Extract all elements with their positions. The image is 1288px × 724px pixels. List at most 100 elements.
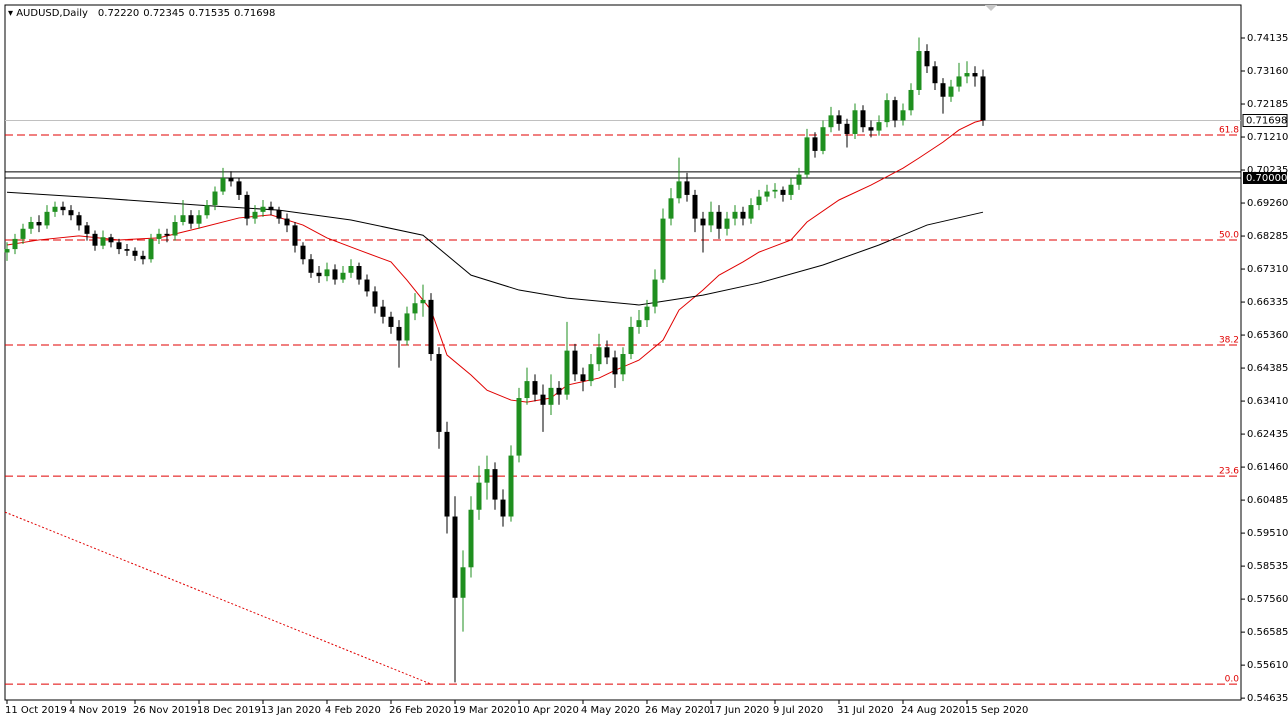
y-tick-label: 0.66335 [1247,297,1288,308]
candle-body [708,211,714,226]
y-tick-label: 0.54635 [1247,693,1288,704]
plot-frame [4,4,1242,701]
candle-body [44,211,50,226]
candle-body [220,177,226,192]
candle-body [116,242,122,250]
candle-body [620,354,626,375]
candle-body [84,225,90,234]
candle-body [4,249,10,253]
candle-body [532,381,538,395]
candle-body [684,181,690,195]
y-tick-label: 0.60485 [1247,495,1288,506]
candle-body [548,387,554,405]
candle-body [196,215,202,224]
candle-body [188,215,194,224]
candle-body [964,73,970,77]
candle-body [468,509,474,568]
candle-body [316,272,322,277]
candle-body [676,181,682,199]
candle-body [644,306,650,321]
candle-body [476,482,482,510]
candle-body [556,387,562,395]
trendline [4,511,432,685]
candle-body [636,320,642,327]
candle-body [108,237,114,243]
candle-body [204,205,210,216]
y-tick-label: 0.67310 [1247,264,1288,275]
candle-body [308,259,314,273]
candle-body [60,206,66,211]
candle-body [732,211,738,219]
x-tick-label: 13 Jan 2020 [261,705,321,716]
candle-body [524,381,530,399]
x-tick-label: 26 May 2020 [645,705,710,716]
y-tick-label: 0.55610 [1247,660,1288,671]
x-tick-label: 4 Feb 2020 [325,705,381,716]
candle-body [260,206,266,212]
candle-body [292,225,298,246]
fib-label: 50.0 [1219,230,1239,240]
candle-body [564,350,570,395]
candle-body [748,205,754,219]
candle-body [340,272,346,280]
x-tick-label: 26 Feb 2020 [389,705,451,716]
candle-body [700,218,706,226]
candle-body [692,194,698,219]
candle-body [756,196,762,206]
candle-body [780,189,786,195]
candle-body [892,100,898,121]
candle-body [284,218,290,226]
candle-body [228,177,234,182]
candle-body [76,215,82,226]
y-tick-label: 0.57560 [1247,594,1288,605]
candle-body [868,127,874,131]
candle-body [412,303,418,314]
candle-body [164,233,170,236]
candle-body [972,73,978,77]
x-tick-label: 17 Jun 2020 [709,705,769,716]
candle-body [148,238,154,260]
header-price: 0.71535 [189,8,230,19]
menu-arrow: ▾ [8,8,16,19]
y-tick-label: 0.70235 [1247,165,1288,176]
candle-body [804,137,810,175]
x-tick-label: 24 Aug 2020 [901,705,965,716]
candle-body [156,233,162,239]
candle-body [812,137,818,151]
candle-body [876,122,882,131]
candle-body [12,238,18,250]
candle-body [884,100,890,123]
candle-body [572,350,578,375]
y-tick-label: 0.72185 [1247,99,1288,110]
candle-body [612,357,618,375]
candle-body [764,191,770,197]
candle-body [388,316,394,327]
fib-label: 23.6 [1219,467,1239,477]
header-price: 0.72345 [143,8,184,19]
candle-body [460,567,466,598]
x-tick-label: 4 Nov 2019 [69,705,127,716]
price-box [1242,114,1288,128]
candle-body [428,299,434,355]
candle-body [372,291,378,307]
candle-body [828,115,834,128]
fib-label: 61.8 [1219,126,1239,136]
y-tick-label: 0.56585 [1247,627,1288,638]
candle-body [596,347,602,365]
candle-body [380,306,386,317]
candle-body [500,499,506,517]
candle-body [356,266,362,280]
candle-body [540,394,546,405]
y-tick-label: 0.63410 [1247,396,1288,407]
candle-body [772,189,778,192]
scroll-marker [985,5,997,11]
candle-body [20,228,26,239]
candle-body [516,398,522,456]
candle-body [452,516,458,598]
candle-body [364,279,370,292]
y-tick-label: 0.71210 [1247,132,1288,143]
header: ▾ AUDUSD,Daily 0.72220 0.72345 0.71535 0.716… [8,8,275,19]
candle-body [28,221,34,229]
candle-body [68,210,74,216]
candle-body [420,299,426,304]
